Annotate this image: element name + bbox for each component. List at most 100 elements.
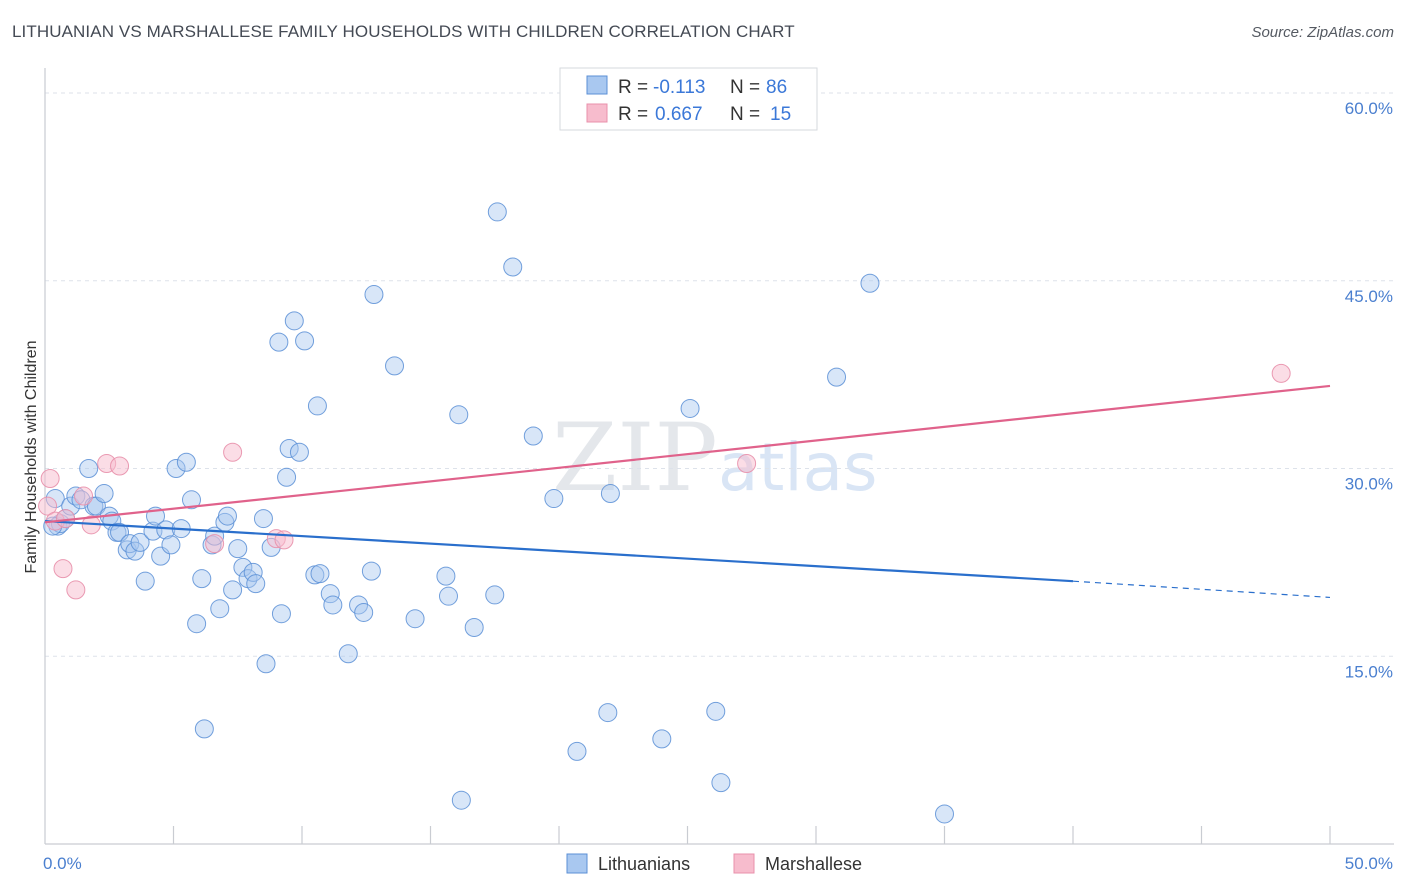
legend-r-value-lithuanians: -0.113 [653, 77, 705, 98]
lithuanians-point-76 [598, 703, 618, 723]
lithuanians-point-27 [176, 452, 196, 472]
lithuanians-point-46 [269, 332, 289, 352]
series-legend: Lithuanians Marshallese [566, 853, 862, 874]
lithuanians-point-31 [194, 719, 214, 739]
marshallese-point-15 [1271, 363, 1291, 383]
legend-n-value-marshallese: 15 [770, 104, 791, 125]
legend-swatch-marshallese [586, 103, 608, 123]
lithuanians-point-37 [223, 580, 243, 600]
lithuanians-point-83 [860, 273, 880, 293]
bottom-legend-label-marshallese: Marshallese [765, 854, 862, 874]
lithuanians-point-81 [711, 773, 731, 793]
lithuanians-point-44 [256, 654, 276, 674]
lithuanians-point-30 [192, 569, 212, 589]
lithuanians-point-58 [338, 644, 358, 664]
lithuanians-point-84 [935, 804, 954, 824]
marshallese-point-10 [205, 534, 225, 554]
lithuanians-point-63 [385, 356, 405, 376]
x-tick-label-0: 0.0% [43, 854, 82, 873]
lithuanians-point-64 [405, 609, 425, 629]
lithuanians-point-61 [361, 561, 381, 581]
lithuanians-point-47 [271, 604, 291, 624]
lithuanians-point-56 [320, 584, 340, 604]
legend-r-label-lithuanians: R = [618, 77, 648, 98]
lithuanians-point-52 [295, 331, 315, 351]
y-tick-labels: 15.0% 30.0% 45.0% 60.0% [1345, 99, 1393, 681]
watermark: ZIP atlas [552, 404, 878, 513]
lithuanians-point-36 [217, 506, 237, 526]
lithuanians-point-28 [181, 490, 201, 510]
x-tick-label-1: 50.0% [1345, 854, 1393, 873]
lithuanians-point-68 [451, 790, 471, 810]
lithuanians-point-29 [187, 614, 207, 634]
lithuanians-point-50 [284, 311, 304, 331]
lithuanians-point-71 [487, 202, 507, 222]
marshallese-point-1 [40, 469, 60, 489]
y-axis-label: Family Households with Children [23, 341, 40, 574]
x-tick-labels: 0.0% 50.0% [43, 854, 1393, 873]
lithuanians-point-77 [600, 484, 620, 504]
lithuanians-point-57 [323, 595, 343, 615]
lithuanians-trendline-extension [1072, 580, 1331, 599]
bottom-legend-swatch-marshallese [733, 853, 755, 874]
lithuanians-point-60 [354, 602, 374, 622]
lithuanians-point-48 [277, 467, 297, 487]
lithuanians-points [43, 202, 954, 824]
lithuanians-point-25 [166, 459, 186, 479]
lithuanians-point-55 [310, 564, 330, 584]
lithuanians-point-70 [485, 585, 505, 605]
marshallese-point-3 [53, 559, 73, 579]
lithuanians-point-49 [279, 438, 299, 458]
lithuanians-point-38 [228, 539, 248, 559]
marshallese-point-11 [223, 442, 243, 462]
lithuanians-point-54 [307, 396, 327, 416]
y-tick-label-0: 15.0% [1345, 662, 1393, 681]
watermark-zip: ZIP [552, 404, 718, 513]
y-tick-label-1: 30.0% [1345, 475, 1393, 494]
chart-title: LITHUANIAN VS MARSHALLESE FAMILY HOUSEHO… [12, 22, 795, 41]
legend-n-value-lithuanians: 86 [766, 77, 787, 98]
lithuanians-trendline [44, 519, 1074, 583]
lithuanians-point-19 [135, 571, 155, 591]
x-axis-ticks [172, 826, 1331, 844]
y-tick-label-3: 60.0% [1345, 99, 1393, 118]
y-tick-label-2: 45.0% [1345, 287, 1393, 306]
legend-n-label-lithuanians: N = [730, 77, 760, 98]
marshallese-point-13 [274, 530, 294, 550]
marshallese-trendline [44, 384, 1331, 524]
marshallese-point-14 [737, 454, 757, 474]
lithuanians-point-41 [243, 562, 263, 582]
bottom-legend-label-lithuanians: Lithuanians [598, 854, 690, 874]
lithuanians-point-75 [567, 741, 587, 761]
lithuanians-point-10 [94, 484, 114, 504]
marshallese-point-5 [66, 580, 86, 600]
lithuanians-point-43 [253, 509, 273, 529]
lithuanians-point-34 [210, 599, 230, 619]
lithuanians-point-18 [130, 532, 150, 552]
legend-r-value-marshallese: 0.667 [655, 104, 703, 125]
lithuanians-point-82 [827, 367, 847, 387]
legend-r-label-marshallese: R = [618, 104, 648, 125]
lithuanians-point-62 [364, 285, 384, 305]
lithuanians-point-24 [161, 535, 181, 555]
lithuanians-point-80 [706, 701, 726, 721]
trendlines [44, 384, 1331, 599]
source-credit: Source: ZipAtlas.com [1251, 24, 1394, 41]
lithuanians-point-66 [438, 586, 458, 606]
lithuanians-point-72 [503, 257, 523, 277]
lithuanians-point-74 [544, 489, 564, 509]
lithuanians-point-73 [523, 426, 543, 446]
lithuanians-point-67 [449, 405, 469, 425]
lithuanians-point-79 [680, 398, 700, 418]
legend-swatch-lithuanians [586, 75, 608, 95]
correlation-legend: R = -0.113 N = 86 R = 0.667 N = 15 [559, 67, 818, 131]
lithuanians-point-65 [436, 566, 456, 586]
legend-n-label-marshallese: N = [730, 104, 760, 125]
lithuanians-point-17 [125, 541, 145, 561]
marshallese-point-0 [38, 496, 58, 516]
lithuanians-point-51 [289, 442, 309, 462]
lithuanians-point-39 [233, 557, 253, 577]
lithuanians-point-23 [156, 520, 176, 540]
lithuanians-point-69 [464, 617, 484, 637]
